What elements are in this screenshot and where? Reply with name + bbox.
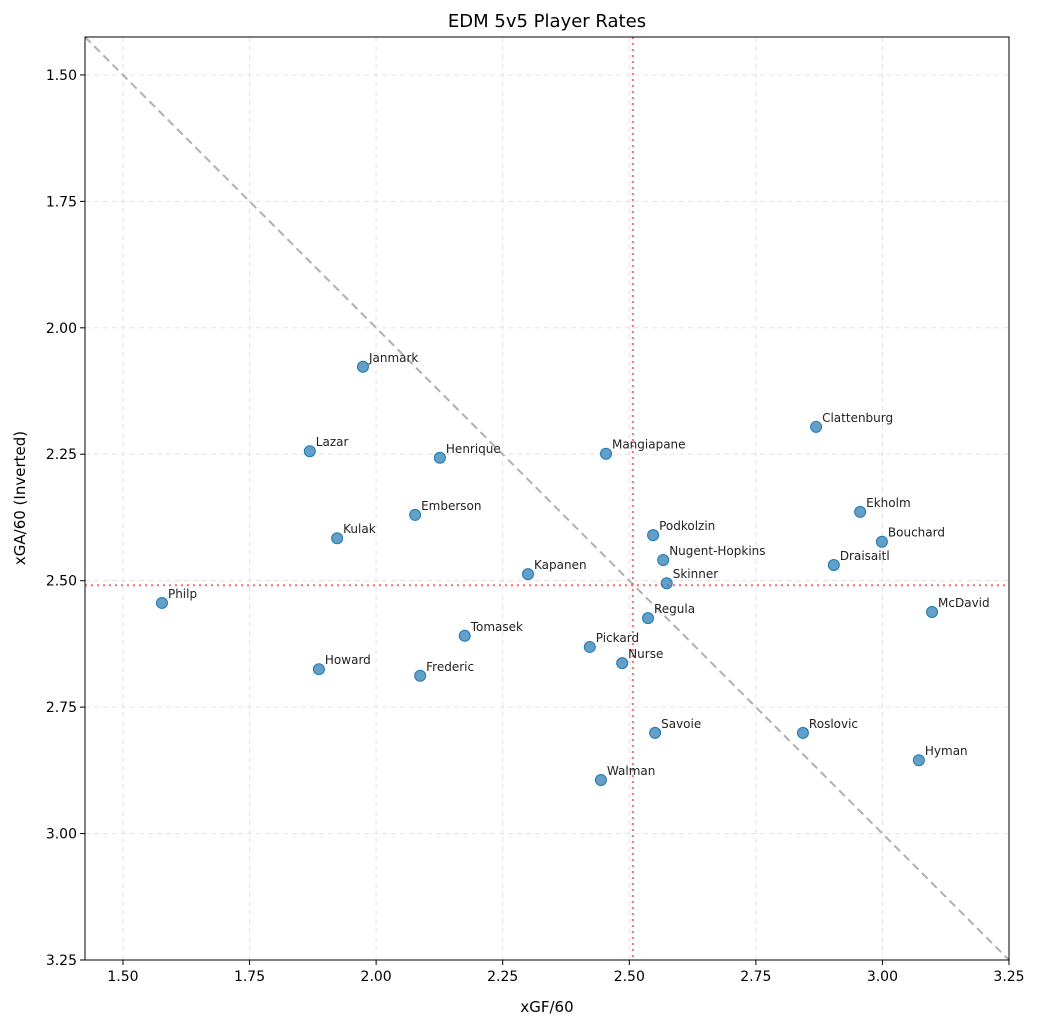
data-point xyxy=(303,445,316,458)
data-point xyxy=(458,629,471,642)
x-tick-label: 2.00 xyxy=(361,969,392,985)
data-point xyxy=(433,451,446,464)
y-tick-label: 2.25 xyxy=(46,447,77,463)
data-point xyxy=(827,559,840,572)
point-label: Nugent-Hopkins xyxy=(669,544,765,558)
x-tick-label: 2.75 xyxy=(740,969,771,985)
data-point xyxy=(657,553,670,566)
x-tick-label: 1.50 xyxy=(107,969,138,985)
point-label: Philp xyxy=(168,587,197,601)
point-label: Pickard xyxy=(596,631,639,645)
diagonal-line xyxy=(84,36,1010,961)
data-point xyxy=(854,505,867,518)
data-point xyxy=(912,754,925,767)
data-point xyxy=(599,447,612,460)
point-label: Savoie xyxy=(661,717,701,731)
plot-frame xyxy=(84,36,1010,961)
data-point xyxy=(810,420,823,433)
data-point xyxy=(926,606,939,619)
x-tick-label: 3.00 xyxy=(867,969,898,985)
data-point xyxy=(312,663,325,676)
x-tick-label: 2.25 xyxy=(487,969,518,985)
data-point xyxy=(796,726,809,739)
point-label: Walman xyxy=(607,764,655,778)
point-label: Tomasek xyxy=(470,620,523,634)
y-tick-label: 2.00 xyxy=(46,321,77,337)
grid xyxy=(85,37,1010,961)
point-label: Podkolzin xyxy=(659,519,715,533)
point-label: Frederic xyxy=(426,660,474,674)
y-tick-label: 2.75 xyxy=(46,700,77,716)
point-label: Howard xyxy=(325,653,371,667)
reference-lines xyxy=(84,36,1010,961)
y-tick-label: 1.75 xyxy=(46,194,77,210)
point-label: Mangiapane xyxy=(612,438,686,452)
x-tick-label: 1.75 xyxy=(234,969,265,985)
x-tick-label: 2.50 xyxy=(614,969,645,985)
data-point xyxy=(331,532,344,545)
data-point xyxy=(660,577,673,590)
data-point xyxy=(155,596,168,609)
y-tick-label: 3.00 xyxy=(46,827,77,843)
ticks: 1.50 1.75 2.00 2.25 2.50 2.75 3.00 3.25 1.50 1.75… xyxy=(46,68,1025,985)
data-point xyxy=(642,612,655,625)
x-tick-label: 3.25 xyxy=(993,969,1024,985)
point-label: Lazar xyxy=(316,435,349,449)
point-label: Kapanen xyxy=(534,558,587,572)
data-point xyxy=(409,508,422,521)
y-tick-label: 3.25 xyxy=(46,953,77,969)
y-tick-label: 2.50 xyxy=(46,574,77,590)
points: Janmark Lazar Henrique Mangiapane Clattenbur… xyxy=(155,351,990,786)
y-tick-label: 1.50 xyxy=(46,68,77,84)
data-point xyxy=(616,657,629,670)
point-label: Ekholm xyxy=(866,496,911,510)
chart-title: EDM 5v5 Player Rates xyxy=(448,11,646,32)
data-point xyxy=(583,640,596,653)
point-label: Draisaitl xyxy=(840,549,890,563)
point-label: Nurse xyxy=(628,647,663,661)
y-axis-label: xGA/60 (Inverted) xyxy=(11,431,29,565)
point-label: Kulak xyxy=(343,522,376,536)
data-point xyxy=(414,669,427,682)
data-point xyxy=(649,726,662,739)
point-label: Skinner xyxy=(673,567,718,581)
data-point xyxy=(647,529,660,542)
point-label: McDavid xyxy=(938,596,990,610)
x-axis-label: xGF/60 xyxy=(520,998,573,1016)
data-point xyxy=(594,773,607,786)
point-label: Emberson xyxy=(421,499,481,513)
data-point xyxy=(875,535,888,548)
data-point xyxy=(522,568,535,581)
point-label: Henrique xyxy=(446,442,501,456)
point-label: Regula xyxy=(654,602,695,616)
data-point xyxy=(356,360,369,373)
point-label: Janmark xyxy=(368,351,418,365)
point-label: Clattenburg xyxy=(822,411,893,425)
point-label: Hyman xyxy=(925,744,968,758)
point-label: Roslovic xyxy=(809,717,858,731)
point-label: Bouchard xyxy=(888,526,945,540)
